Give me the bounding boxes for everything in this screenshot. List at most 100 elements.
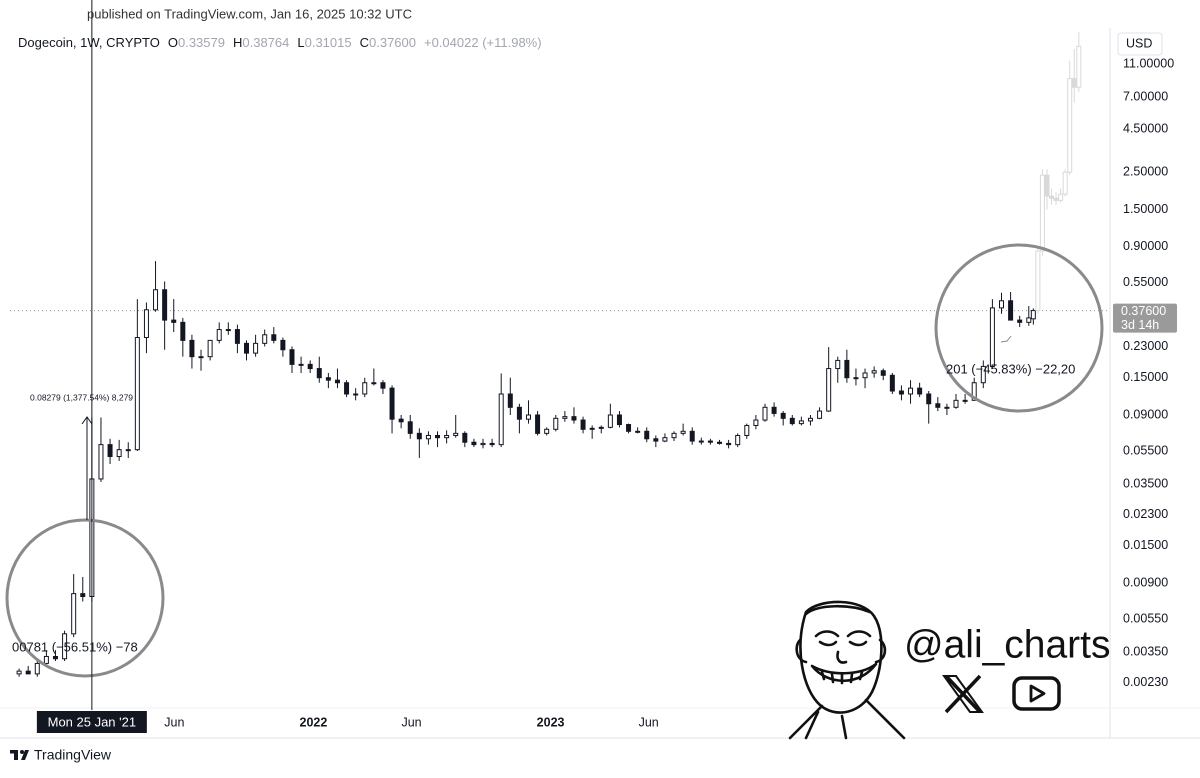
tradingview-logo bbox=[10, 750, 29, 760]
candle-body bbox=[926, 393, 932, 405]
candle-body bbox=[407, 421, 413, 434]
candle-body bbox=[871, 370, 877, 374]
y-tick-label: 0.05500 bbox=[1123, 443, 1168, 457]
candle-body bbox=[953, 399, 959, 408]
candle-body bbox=[398, 418, 404, 423]
legend-value: 0.37600 bbox=[369, 35, 416, 50]
candle-body bbox=[1049, 195, 1055, 199]
candle-body bbox=[453, 432, 459, 436]
candle-body bbox=[598, 426, 604, 429]
footer-brand: TradingView bbox=[34, 747, 112, 763]
candle-body bbox=[935, 403, 941, 408]
youtube-logo bbox=[1012, 676, 1061, 711]
candle-body bbox=[1030, 310, 1036, 320]
y-tick-label: 1.50000 bbox=[1123, 202, 1168, 216]
candle-body bbox=[1076, 45, 1082, 88]
legend-value: 0.31015 bbox=[305, 35, 352, 50]
measure-arrow-head bbox=[1000, 335, 1012, 343]
x-tick-label: Jun bbox=[164, 715, 184, 729]
candle-body bbox=[1039, 174, 1045, 252]
candle-body bbox=[80, 593, 86, 598]
candle-body bbox=[1062, 171, 1068, 195]
candle-body bbox=[971, 382, 977, 401]
x-logo bbox=[942, 674, 984, 714]
candle-body bbox=[34, 662, 40, 675]
candle-body bbox=[134, 337, 140, 451]
candle-body bbox=[544, 428, 550, 434]
candle-body bbox=[653, 438, 659, 442]
candle-body bbox=[389, 387, 395, 420]
candle-body bbox=[98, 444, 104, 480]
candle-body bbox=[753, 419, 759, 426]
candle-body bbox=[662, 437, 668, 442]
candle-body bbox=[635, 430, 641, 433]
last-price-label: 0.37600 bbox=[1121, 304, 1166, 318]
candle-body bbox=[817, 410, 823, 419]
candle-body bbox=[1008, 300, 1014, 321]
candle-body bbox=[844, 359, 850, 379]
candle-body bbox=[480, 442, 486, 446]
y-tick-label: 0.00550 bbox=[1123, 611, 1168, 625]
legend: Dogecoin, 1W, CRYPTO O0.33579 H0.38764 L0.3… bbox=[18, 35, 542, 50]
y-tick-label: 0.55000 bbox=[1123, 275, 1168, 289]
candle-body bbox=[207, 339, 213, 358]
candle-body bbox=[580, 419, 586, 430]
candle-body bbox=[425, 434, 431, 440]
candle-body bbox=[826, 368, 832, 412]
candle-body bbox=[562, 416, 568, 419]
candle-body bbox=[780, 412, 786, 419]
candle-body bbox=[898, 390, 904, 395]
candle-body bbox=[525, 414, 531, 420]
candle-body bbox=[571, 416, 577, 421]
candle-body bbox=[43, 655, 49, 664]
candle-body bbox=[62, 633, 68, 660]
candle-body bbox=[234, 329, 240, 344]
candle-body bbox=[944, 406, 950, 409]
candle-body bbox=[798, 420, 804, 425]
axes: 11.00000 7.00000 4.50000 2.50000 1.50000 0.90… bbox=[164, 56, 1177, 729]
x-tick-label: 2023 bbox=[537, 715, 565, 729]
y-tick-label: 0.90000 bbox=[1123, 239, 1168, 253]
candle-body bbox=[717, 441, 723, 444]
crosshair-label: Mon 25 Jan '21 bbox=[48, 714, 137, 729]
candle-body bbox=[744, 424, 750, 436]
candle-body bbox=[771, 406, 777, 414]
y-tick-label: 0.03500 bbox=[1123, 476, 1168, 490]
legend-change: +0.04022 (+11.98%) bbox=[424, 35, 542, 50]
candle-body bbox=[362, 382, 368, 395]
x-tick-label: Jun bbox=[401, 715, 421, 729]
avatar bbox=[788, 600, 906, 740]
last-price-box bbox=[1113, 303, 1177, 333]
candle-body bbox=[789, 417, 795, 425]
x-tick-label: Jun bbox=[639, 715, 659, 729]
measure-label: 0.08279 (1,377.54%) 8,279 bbox=[30, 392, 133, 402]
candle-body bbox=[171, 319, 177, 323]
published-note: published on TradingView.com, Jan 16, 20… bbox=[87, 6, 412, 21]
legend-symbol: Dogecoin, 1W, CRYPTO bbox=[18, 35, 160, 50]
y-tick-label: 0.00230 bbox=[1123, 675, 1168, 689]
y-tick-label: 0.00900 bbox=[1123, 575, 1168, 589]
candle-body bbox=[989, 307, 995, 367]
highlight-circle bbox=[934, 243, 1104, 413]
y-tick-label: 0.23000 bbox=[1123, 339, 1168, 353]
candle-body bbox=[253, 342, 259, 354]
candle-body bbox=[462, 432, 468, 443]
candle-body bbox=[198, 356, 204, 359]
legend-value: 0.33579 bbox=[178, 35, 225, 50]
candle-body bbox=[962, 399, 968, 402]
candle-body bbox=[280, 339, 286, 351]
candle-body bbox=[607, 414, 613, 428]
candle-body bbox=[1017, 319, 1023, 323]
candle-body bbox=[189, 339, 195, 358]
legend-value: 0.38764 bbox=[242, 35, 289, 50]
candle-body bbox=[880, 370, 886, 376]
y-tick-label: 0.00350 bbox=[1123, 644, 1168, 658]
candle-body bbox=[416, 432, 422, 440]
candle-body bbox=[52, 655, 58, 660]
candle-body bbox=[107, 444, 113, 457]
candle-body bbox=[1035, 250, 1041, 312]
candle-body bbox=[707, 440, 713, 443]
y-tick-label: 0.15000 bbox=[1123, 370, 1168, 384]
candle-body bbox=[644, 430, 650, 440]
